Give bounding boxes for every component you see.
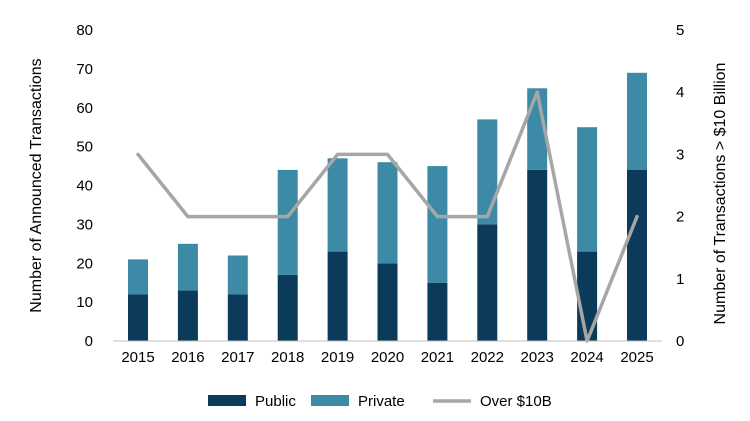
x-tick-label: 2025 [620,349,653,366]
bar-private-2022 [477,119,497,224]
bar-public-2016 [178,291,198,342]
x-tick-label: 2021 [421,349,454,366]
y-left-tick-label: 60 [76,100,93,117]
bar-private-2019 [328,158,348,251]
y-right-tick-label: 1 [676,271,684,288]
y-left-tick-label: 40 [76,178,93,195]
bar-public-2021 [427,283,447,341]
legend-swatch-private [311,395,349,406]
bar-public-2019 [328,252,348,341]
bar-public-2015 [128,294,148,341]
x-tick-label: 2018 [271,349,304,366]
legend: Public Private Over $10B [208,393,552,410]
bar-public-2018 [278,275,298,341]
y-right-tick-label: 2 [676,209,684,226]
y-right-tick-label: 5 [676,22,684,39]
x-tick-label: 2024 [570,349,603,366]
bar-private-2017 [228,256,248,295]
y-right-tick-label: 0 [676,333,684,350]
y-left-tick-label: 0 [85,333,93,350]
y-axis-title-left: Number of Announced Transactions [28,58,45,312]
bar-public-2025 [627,170,647,341]
x-tick-label: 2019 [321,349,354,366]
bar-public-2020 [378,263,398,341]
legend-label-over-10b: Over $10B [480,393,552,410]
bar-public-2022 [477,224,497,341]
legend-label-public: Public [255,393,296,410]
bar-private-2018 [278,170,298,275]
x-tick-label: 2023 [521,349,554,366]
bar-private-2015 [128,259,148,294]
y-left-tick-label: 80 [76,22,93,39]
bar-private-2021 [427,166,447,283]
y-left-tick-label: 20 [76,255,93,272]
y-left-tick-label: 10 [76,294,93,311]
bar-private-2016 [178,244,198,291]
bars-group [128,73,647,341]
y-left-tick-label: 30 [76,216,93,233]
x-tick-label: 2017 [221,349,254,366]
y-right-tick-label: 3 [676,146,684,163]
x-tick-label: 2022 [471,349,504,366]
x-tick-label: 2020 [371,349,404,366]
bar-private-2025 [627,73,647,170]
legend-swatch-public [208,395,246,406]
bar-public-2017 [228,294,248,341]
y-left-tick-label: 70 [76,61,93,78]
bar-private-2024 [577,127,597,251]
y-axis-title-right: Number of Transactions > $10 Billion [712,63,729,325]
y-right-tick-label: 4 [676,84,684,101]
bar-public-2023 [527,170,547,341]
bar-private-2020 [378,162,398,263]
y-left-tick-label: 50 [76,139,93,156]
x-tick-label: 2015 [121,349,154,366]
x-tick-label: 2016 [171,349,204,366]
legend-label-private: Private [358,393,405,410]
